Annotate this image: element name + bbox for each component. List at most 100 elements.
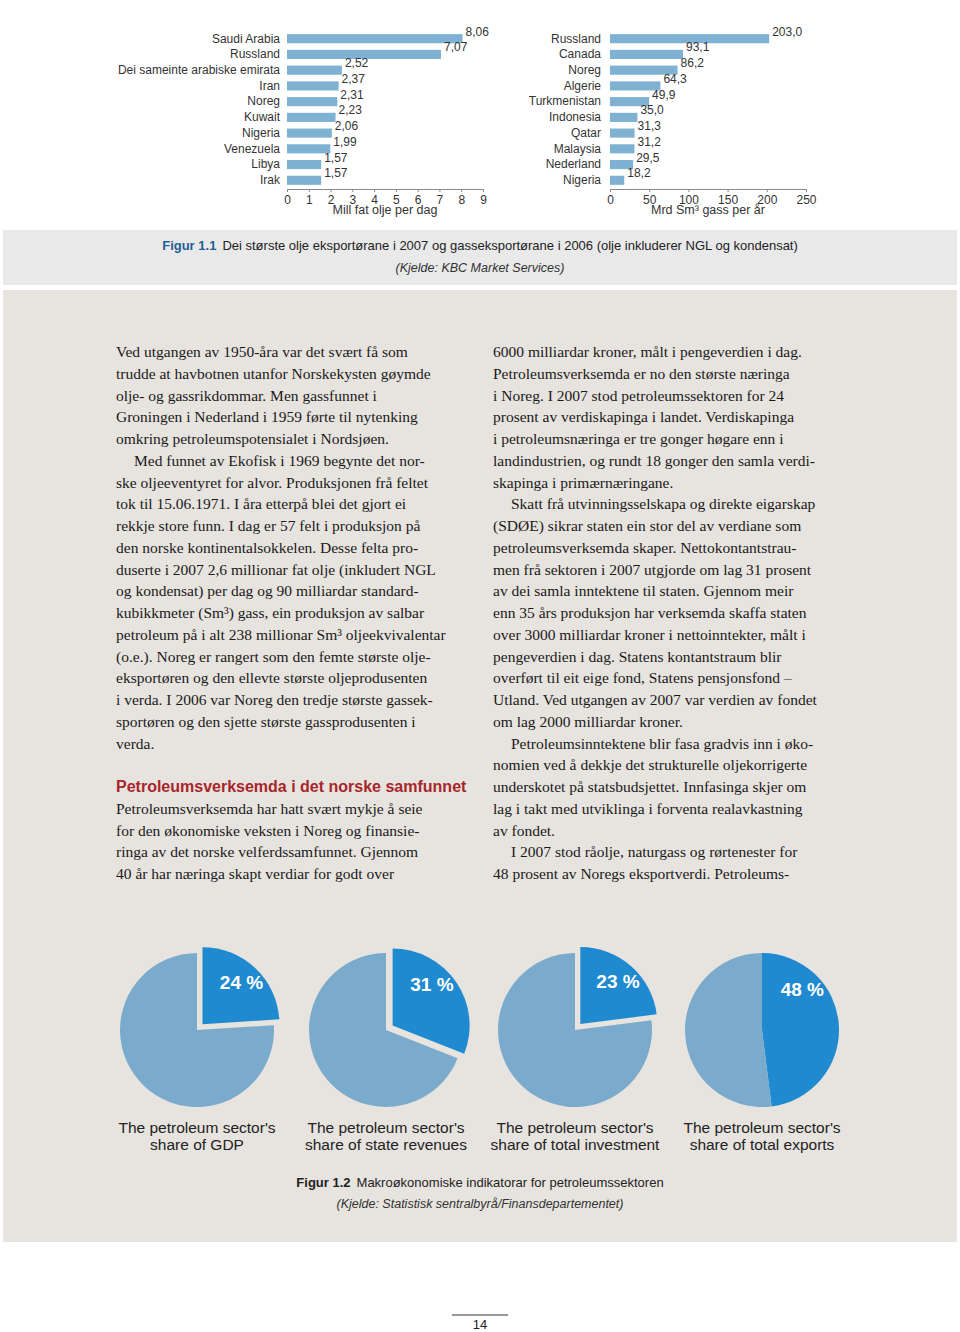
x-tick: 250 (796, 189, 816, 207)
slice (202, 947, 279, 1024)
category-label: Malaysia (554, 142, 602, 156)
pie-title-line: The petroleum sector's (496, 1119, 653, 1136)
y-tick: Indonesia (549, 110, 601, 124)
y-tick: Russland (230, 47, 280, 61)
data-label: 31 % (410, 974, 453, 995)
body-line: Petroleumsverksemda har hatt svært mykje… (116, 800, 423, 817)
pie-title-line: The petroleum sector's (118, 1119, 275, 1136)
data-label: 24 % (220, 972, 263, 993)
slices (309, 949, 470, 1107)
bar (610, 50, 683, 59)
bar (287, 81, 339, 90)
y-tick: Venezuela (224, 142, 280, 156)
body-line: (SDØE) sikrar staten ein stor del av ver… (493, 517, 801, 535)
tick-label: 0 (607, 193, 614, 207)
slice (762, 953, 839, 1106)
pie-title: The petroleum sector'sshare of GDP (118, 1119, 275, 1153)
x-tick: 7 (437, 189, 444, 207)
page-background (0, 0, 960, 1332)
body-line: ringa av det norske velferdssamfunnet. G… (116, 843, 418, 860)
y-tick: Canada (559, 47, 601, 61)
body-line: overført til eit eige fond, Statens pens… (493, 669, 792, 686)
pie-title-line: share of total exports (690, 1136, 835, 1153)
pie-chart: 24 % The petroleum sector'sshare of GDP (118, 947, 279, 1153)
slices (120, 947, 279, 1107)
y-tick: Algerie (564, 79, 602, 93)
slice (580, 947, 656, 1024)
data-label: 2,31 (340, 88, 364, 102)
pie-title-line: The petroleum sector's (307, 1119, 464, 1136)
data-label: 93,1 (686, 40, 710, 54)
body-line: skapinga i primærnæringane. (493, 474, 673, 491)
y-tick: Kuwait (244, 110, 281, 124)
x-tick: 1 (306, 189, 313, 207)
y-tick: Nigeria (242, 126, 280, 140)
body-line: verda. (116, 735, 154, 752)
bar (610, 113, 637, 122)
x-tick: 9 (480, 189, 487, 207)
slices (685, 953, 839, 1107)
y-tick: Iran (259, 79, 280, 93)
y-tick: Saudi Arabia (212, 32, 280, 46)
body-line: Groningen i Nederland i 1959 førte til n… (116, 408, 418, 425)
category-label: Libya (251, 157, 280, 171)
body-line: trudde at havbotnen utanfor Norskekysten… (116, 365, 431, 382)
bar (287, 129, 332, 138)
x-axis-title: Mrd Sm³ gass per år (651, 203, 765, 217)
category-label: Venezuela (224, 142, 280, 156)
category-label: Nederland (546, 157, 601, 171)
body-line: men frå sektoren i 2007 utgjorde om lag … (493, 561, 812, 578)
bar (287, 160, 321, 169)
data-label: 48 % (781, 979, 824, 1000)
body-line: i petroleumsnæringa er tre gonger høgare… (493, 430, 784, 447)
slice (498, 953, 652, 1107)
slice (685, 953, 772, 1107)
pie-title-line: share of state revenues (305, 1136, 467, 1153)
bar (287, 113, 336, 122)
body-line: Petroleumsverksemda er no den største næ… (493, 365, 790, 382)
category-label: Qatar (571, 126, 601, 140)
pie-chart: 48 % The petroleum sector'sshare of total… (683, 953, 840, 1153)
y-tick: Malaysia (554, 142, 602, 156)
figure-caption: Figur 1.1Dei største olje eksportørane i… (162, 238, 798, 253)
category-label: Russland (551, 32, 601, 46)
body-line: prosent av verdiskapinga i landet. Verdi… (493, 408, 794, 425)
y-tick: Noreg (247, 94, 280, 108)
body-line: Med funnet av Ekofisk i 1969 begynte det… (134, 452, 425, 469)
body-line: kubikkmeter (Sm³) gass, ein produksjon a… (116, 604, 425, 622)
data-label: 1,99 (333, 135, 357, 149)
data-label: 1,57 (324, 166, 348, 180)
y-tick: Nederland (546, 157, 601, 171)
category-label: Kuwait (244, 110, 281, 124)
data-label: 2,06 (335, 119, 359, 133)
category-label: Noreg (568, 63, 601, 77)
body-line: pengeverdien i dag. Statens kontantstrau… (493, 648, 782, 665)
section-heading: Petroleumsverksemda i det norske samfunn… (116, 778, 467, 795)
slice (309, 953, 458, 1107)
data-label: 64,3 (663, 72, 687, 86)
pie-title: The petroleum sector'sshare of total inv… (491, 1119, 661, 1153)
y-tick: Russland (551, 32, 601, 46)
body-line: underskotet på statsbudsjettet. Innfasin… (493, 778, 806, 795)
pie-chart: 31 % The petroleum sector'sshare of state… (305, 949, 470, 1153)
body-line: duserte i 2007 2,6 millionar fat olje (i… (116, 561, 436, 579)
figure-caption-text: Dei største olje eksportørane i 2007 og … (222, 238, 797, 253)
tick-label: 8 (458, 193, 465, 207)
y-tick: Irak (260, 173, 281, 187)
page-number-rule (452, 1315, 508, 1316)
data-label: 31,3 (638, 119, 662, 133)
body-line: Petroleumsinntektene blir fasa gradvis i… (511, 735, 813, 752)
figure-source: (Kjelde: KBC Market Services) (396, 261, 565, 275)
category-label: Saudi Arabia (212, 32, 280, 46)
tick-label: 1 (306, 193, 313, 207)
bar (610, 144, 634, 153)
category-label: Russland (230, 47, 280, 61)
pie-title-line: The petroleum sector's (683, 1119, 840, 1136)
body-line: og kondensat) per dag og 90 milliardar s… (116, 582, 419, 600)
data-labels: 8,067,072,522,372,312,232,061,991,571,57 (324, 25, 489, 181)
body-line: 6000 milliardar kroner, målt i pengeverd… (493, 343, 802, 360)
body-line: om lag 2000 milliardar kroner. (493, 713, 683, 730)
slice (120, 953, 274, 1107)
tick-label: 0 (284, 193, 291, 207)
category-label: Nigeria (563, 173, 601, 187)
